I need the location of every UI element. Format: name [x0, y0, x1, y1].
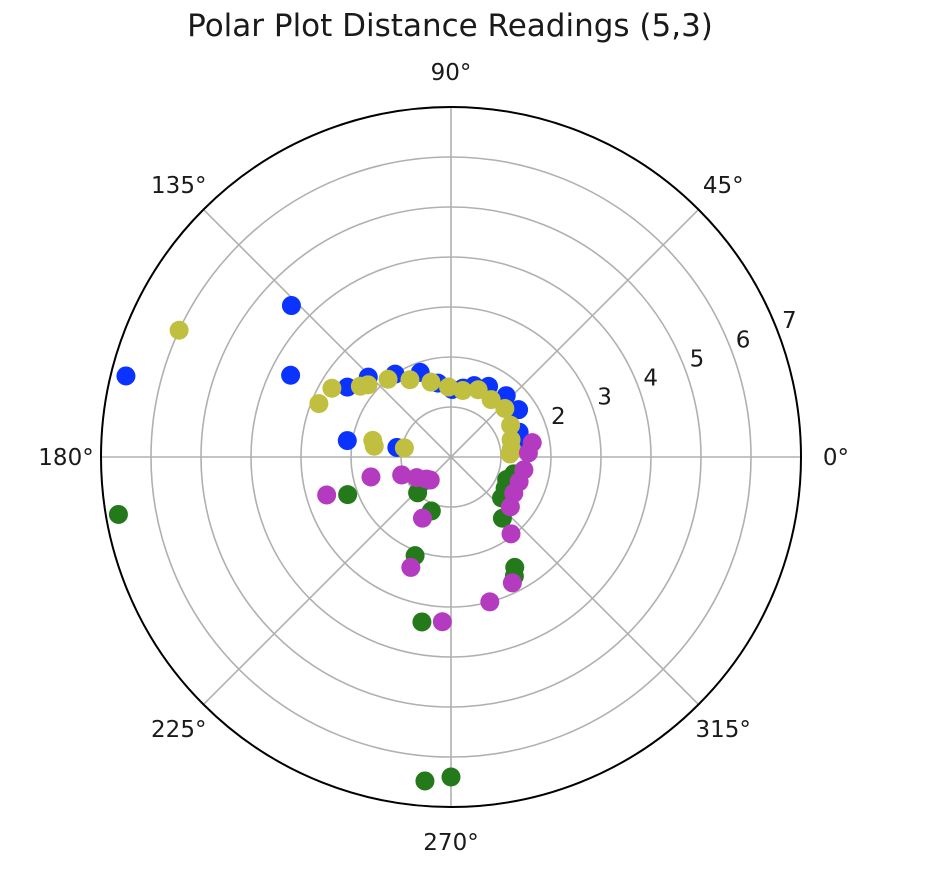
r-tick-label: 5 [690, 346, 705, 372]
r-tick-label: 3 [597, 385, 612, 411]
theta-tick-label: 270° [423, 830, 478, 856]
data-points [108, 296, 542, 791]
data-point [514, 460, 534, 480]
spoke-gridline [450, 456, 700, 706]
data-point [317, 485, 337, 505]
data-point [358, 375, 378, 395]
theta-tick-label: 45° [703, 173, 744, 199]
data-point [281, 296, 301, 316]
data-point [412, 508, 432, 528]
data-point [116, 366, 136, 386]
data-point [338, 485, 358, 505]
series-group [169, 320, 521, 464]
data-point [392, 465, 412, 485]
polar-grid [100, 106, 802, 808]
data-point [378, 369, 398, 389]
data-point [363, 430, 383, 450]
data-point [394, 438, 414, 458]
data-point [415, 771, 435, 791]
ring-gridline [200, 206, 702, 708]
theta-tick-label: 90° [431, 60, 472, 86]
theta-tick-label: 180° [38, 445, 93, 471]
data-point [416, 469, 436, 489]
data-point [522, 433, 542, 453]
data-point [309, 394, 329, 414]
data-point [108, 504, 128, 524]
data-point [432, 612, 452, 632]
data-point [337, 431, 357, 451]
theta-tick-label: 0° [823, 445, 849, 471]
data-point [441, 767, 461, 787]
spoke-gridline [202, 208, 452, 458]
axis-labels: 0° 45° 90° 135° 180° 225° 270° 315° 2 3 4 5 6 7 [38, 60, 849, 856]
spoke-gridline [450, 208, 700, 458]
data-point [500, 444, 520, 464]
data-point [509, 400, 529, 420]
ring-gridline [150, 156, 752, 758]
ring-gridline [250, 256, 652, 658]
data-point [400, 370, 420, 390]
chart-title: Polar Plot Distance Readings (5,3) [187, 8, 713, 44]
data-point [481, 390, 501, 410]
data-point [281, 365, 301, 385]
polar-frame [100, 106, 802, 808]
data-point [401, 557, 421, 577]
theta-tick-label: 135° [151, 173, 206, 199]
data-point [495, 398, 515, 418]
data-point [421, 372, 441, 392]
r-tick-label: 4 [643, 366, 658, 392]
data-point [501, 524, 521, 544]
theta-tick-label: 225° [151, 717, 206, 743]
theta-tick-label: 315° [696, 717, 751, 743]
ring-gridline [350, 356, 552, 558]
data-point [480, 592, 500, 612]
data-point [468, 380, 488, 400]
series-group [317, 433, 542, 632]
data-point [501, 415, 521, 435]
r-tick-label: 6 [736, 327, 751, 353]
data-point [169, 320, 189, 340]
data-point [453, 381, 473, 401]
data-point [502, 573, 522, 593]
data-point [322, 378, 342, 398]
series-group [116, 296, 529, 457]
ring-gridline [300, 306, 602, 608]
r-tick-label: 7 [782, 308, 797, 334]
r-tick-label: 2 [551, 404, 566, 430]
data-point [412, 612, 432, 632]
data-point [361, 467, 381, 487]
spoke-gridline [202, 456, 452, 706]
